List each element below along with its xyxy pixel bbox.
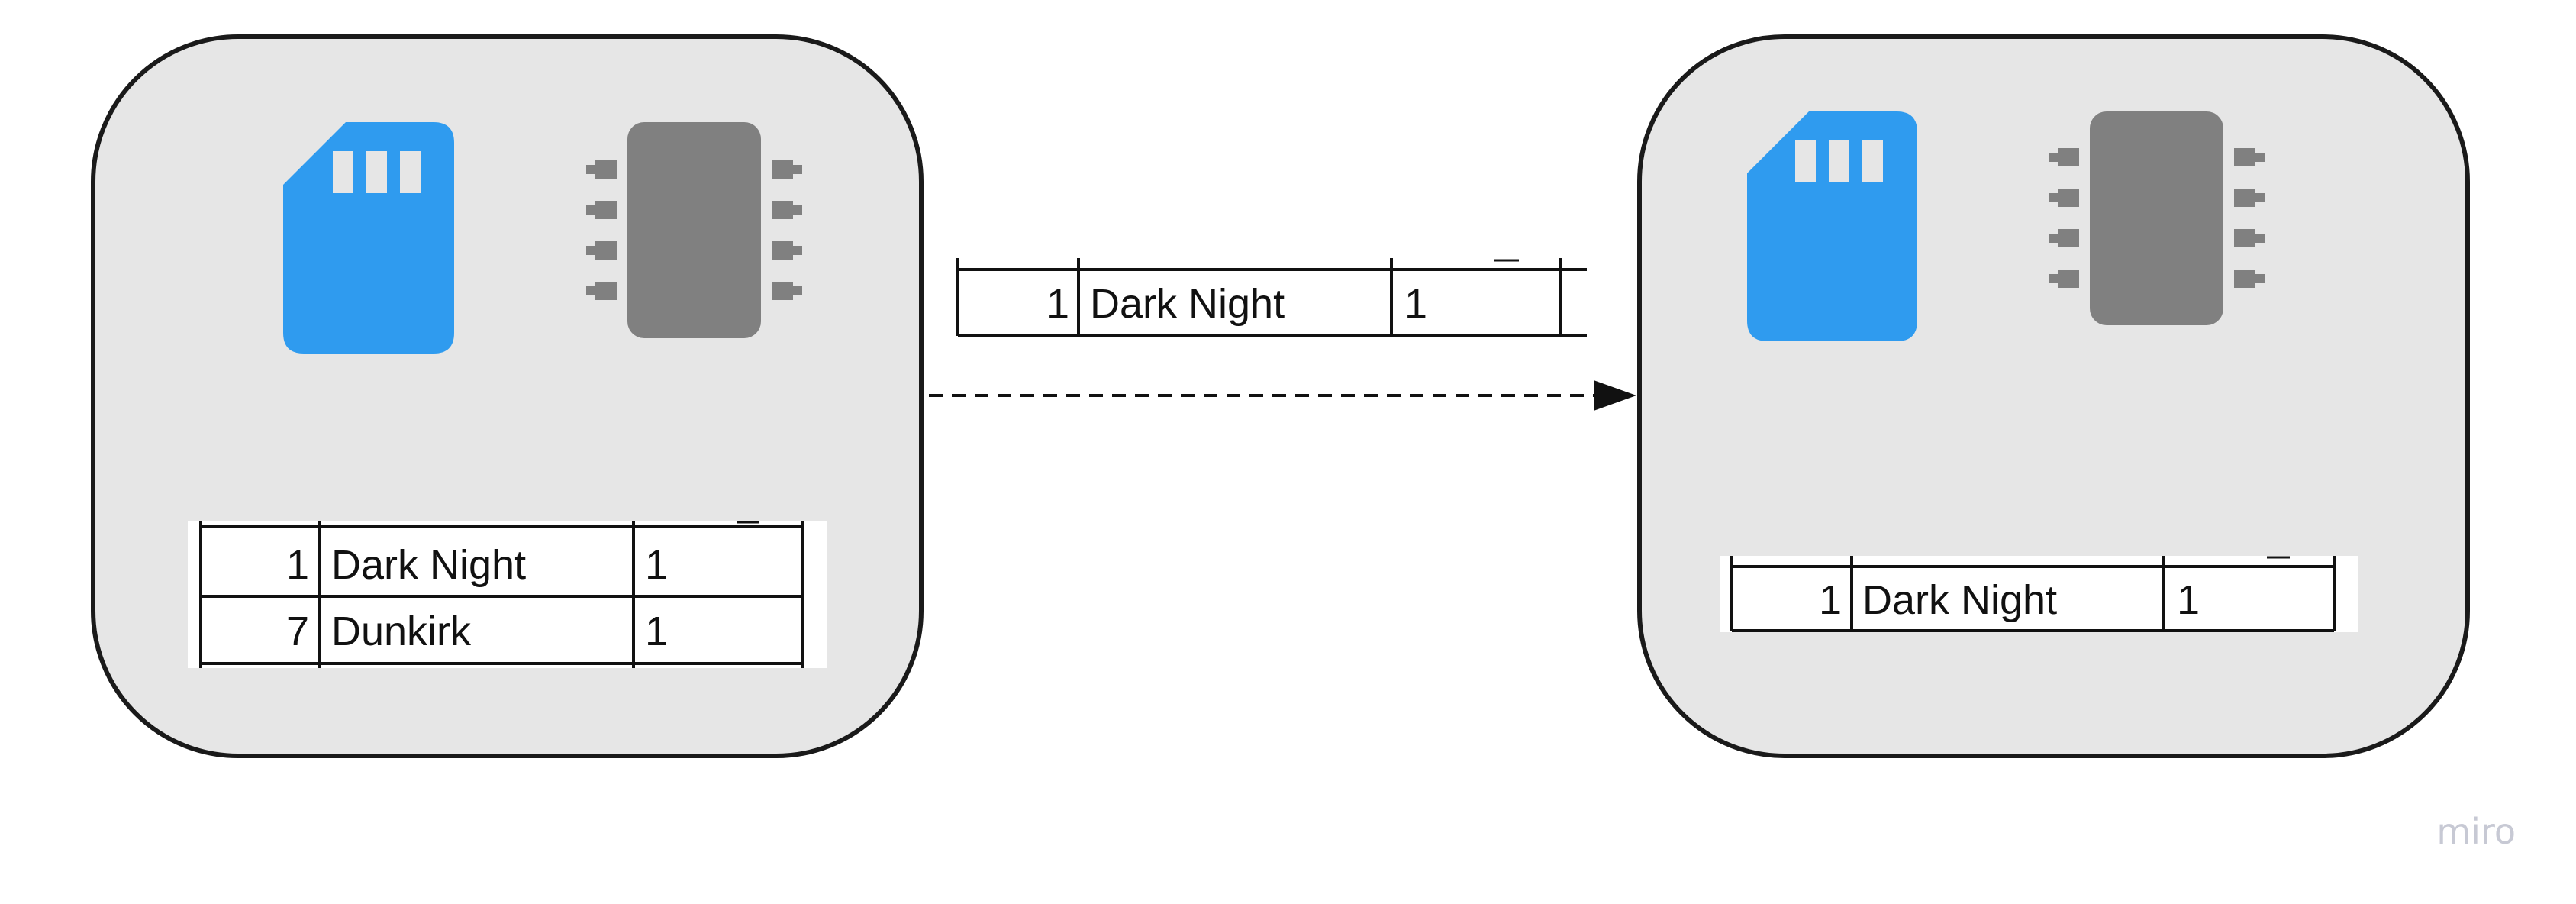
- row-title: Dunkirk: [331, 609, 472, 654]
- right-device-body: [1637, 34, 2470, 758]
- row-title: Dark Night: [1090, 281, 1285, 327]
- row-title: Dark Night: [331, 542, 526, 588]
- table-row: 7 Dunkirk 1: [286, 609, 668, 654]
- right-table: 1 Dark Night 1: [1720, 556, 2358, 632]
- row-id: 7: [286, 609, 309, 654]
- row-value: 1: [1404, 281, 1427, 327]
- sd-card-contact: [366, 151, 387, 193]
- sd-card-contact: [333, 151, 353, 193]
- miro-watermark: miro: [2436, 811, 2516, 852]
- right-device: 1 Dark Night 1: [1637, 34, 2470, 758]
- left-table: 1 Dark Night 1 7 Dunkirk 1: [188, 521, 827, 668]
- table-row: 1 Dark Night 1: [1046, 281, 1427, 327]
- row-value: 1: [2177, 577, 2200, 623]
- transfer-table: 1 Dark Night 1: [956, 258, 1587, 339]
- row-id: 1: [1046, 281, 1069, 327]
- chip-icon: [586, 122, 802, 338]
- sd-card-contact: [1862, 140, 1883, 182]
- row-id: 1: [286, 542, 309, 588]
- table-row: 1 Dark Night 1: [286, 542, 668, 588]
- chip-icon: [2049, 111, 2265, 325]
- table-row: 1 Dark Night 1: [1819, 577, 2200, 623]
- row-id: 1: [1819, 577, 1842, 623]
- row-title: Dark Night: [1862, 577, 2057, 623]
- left-device: 1 Dark Night 1 7 Dunkirk 1: [91, 34, 924, 758]
- sd-card-contact: [1829, 140, 1849, 182]
- sd-card-contact: [400, 151, 421, 193]
- sd-card-contact: [1795, 140, 1816, 182]
- row-value: 1: [645, 542, 668, 588]
- row-value: 1: [645, 609, 668, 654]
